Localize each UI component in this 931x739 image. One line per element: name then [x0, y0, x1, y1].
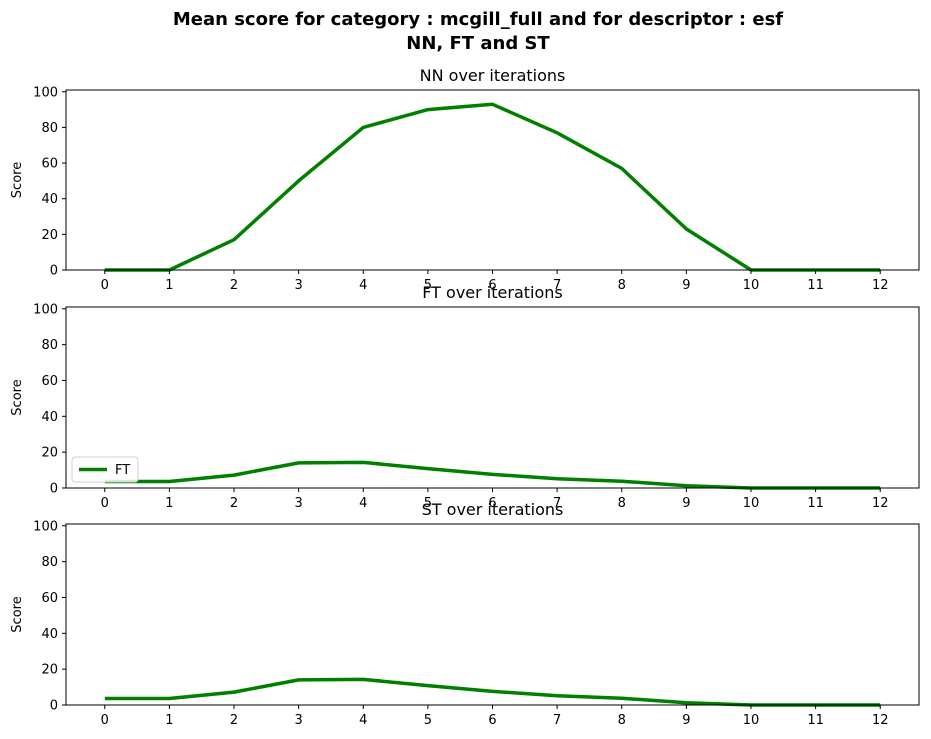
y-tick-label: 0	[50, 264, 58, 279]
x-tick-label: 5	[424, 713, 432, 728]
y-tick-label: 40	[41, 192, 58, 207]
x-tick-label: 12	[872, 713, 889, 728]
x-tick-label: 9	[682, 278, 690, 293]
x-tick-label: 4	[359, 713, 367, 728]
x-tick-label: 10	[743, 278, 760, 293]
y-tick-label: 40	[41, 410, 58, 425]
x-tick-label: 0	[101, 713, 109, 728]
x-tick-label: 1	[165, 496, 173, 511]
x-tick-label: 2	[230, 278, 238, 293]
x-tick-label: 7	[553, 496, 561, 511]
x-tick-label: 9	[682, 496, 690, 511]
y-tick-label: 60	[41, 591, 58, 606]
y-tick-label: 80	[41, 121, 58, 136]
x-tick-label: 6	[488, 496, 496, 511]
y-axis-label: Score	[10, 379, 25, 415]
subplot-title: FT over iterations	[422, 283, 562, 302]
y-tick-label: 60	[41, 374, 58, 389]
y-tick-label: 0	[50, 482, 58, 497]
axes-frame	[65, 523, 920, 706]
x-tick-label: 12	[872, 496, 889, 511]
x-tick-label: 7	[553, 713, 561, 728]
x-tick-label: 1	[165, 278, 173, 293]
x-tick-label: 8	[618, 496, 626, 511]
x-tick-label: 10	[743, 713, 760, 728]
series-line-1-1	[104, 102, 881, 272]
x-tick-label: 0	[101, 496, 109, 511]
y-tick-label: 20	[41, 228, 58, 243]
x-tick-label: 1	[165, 713, 173, 728]
y-tick-label: 100	[33, 519, 58, 534]
x-tick-label: 5	[424, 278, 432, 293]
y-tick-label: 60	[41, 157, 58, 172]
figure-title-line1: Mean score for category : mcgill_full an…	[173, 9, 783, 30]
y-axis-label: Score	[10, 162, 25, 198]
x-tick-label: 7	[553, 278, 561, 293]
x-tick-label: 5	[424, 496, 432, 511]
x-tick-label: 6	[488, 713, 496, 728]
subplot-title: NN over iterations	[420, 66, 566, 85]
x-tick-label: 11	[807, 713, 824, 728]
x-tick-label: 0	[101, 278, 109, 293]
y-tick-label: 0	[50, 699, 58, 714]
series-line-2-1	[104, 460, 881, 490]
y-tick-label: 100	[33, 85, 58, 100]
x-tick-label: 4	[359, 496, 367, 511]
x-tick-label: 3	[294, 496, 302, 511]
x-tick-label: 11	[807, 278, 824, 293]
y-tick-label: 100	[33, 302, 58, 317]
legend-label: FT	[115, 463, 130, 478]
x-tick-label: 10	[743, 496, 760, 511]
axes-frame	[65, 306, 920, 489]
y-tick-label: 40	[41, 627, 58, 642]
x-tick-label: 8	[618, 713, 626, 728]
x-tick-label: 8	[618, 278, 626, 293]
x-tick-label: 3	[294, 713, 302, 728]
y-tick-label: 20	[41, 446, 58, 461]
x-tick-label: 2	[230, 713, 238, 728]
axes-frame	[65, 89, 920, 271]
x-tick-label: 9	[682, 713, 690, 728]
y-tick-label: 20	[41, 663, 58, 678]
x-tick-label: 3	[294, 278, 302, 293]
subplot-title: ST over iterations	[422, 500, 564, 519]
series-line-3-1	[104, 677, 881, 707]
figure-title-line2: NN, FT and ST	[406, 33, 550, 54]
y-tick-label: 80	[41, 555, 58, 570]
x-tick-label: 6	[488, 278, 496, 293]
x-tick-label: 12	[872, 278, 889, 293]
x-tick-label: 11	[807, 496, 824, 511]
y-tick-label: 80	[41, 338, 58, 353]
legend: FT	[71, 456, 139, 483]
x-tick-label: 2	[230, 496, 238, 511]
x-tick-label: 4	[359, 278, 367, 293]
y-axis-label: Score	[10, 596, 25, 632]
